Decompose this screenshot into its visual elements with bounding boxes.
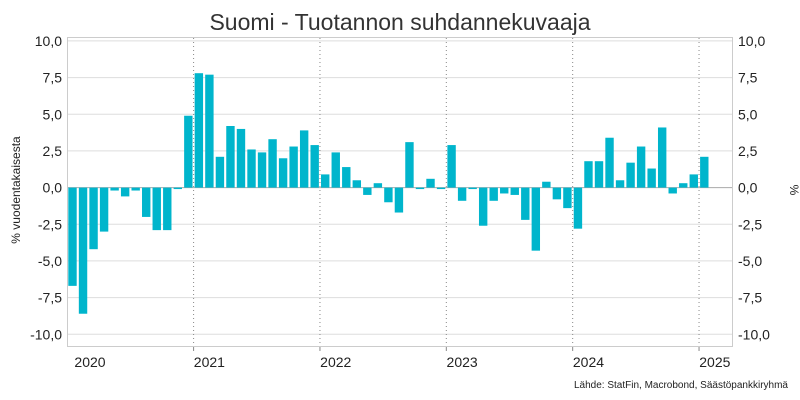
bar [542, 181, 551, 188]
bar [405, 142, 414, 188]
chart-title: Suomi - Tuotannon suhdannekuvaaja [209, 9, 590, 35]
bar [310, 145, 319, 188]
bar [531, 187, 541, 251]
plot-border [67, 37, 733, 347]
bar [384, 187, 393, 203]
bar [426, 178, 435, 188]
bar [636, 146, 646, 188]
bar [257, 152, 267, 188]
bar [226, 126, 235, 188]
bar [679, 183, 688, 188]
bar [605, 137, 614, 188]
bar [120, 187, 130, 197]
y-tick-label-right: -5,0 [738, 253, 762, 269]
bar [647, 168, 656, 188]
bar [152, 187, 161, 231]
bar [342, 167, 351, 188]
bar [489, 187, 498, 201]
bar [584, 161, 593, 188]
year-separators [193, 38, 700, 351]
y-tick-label-right: 10,0 [738, 33, 765, 49]
bar [573, 187, 583, 229]
x-tick-label: 2022 [320, 354, 351, 370]
y-tick-label-right: 2,5 [738, 143, 758, 159]
bar [89, 187, 98, 250]
bar [173, 187, 182, 190]
y-ticks-left: 10,0 7,5 5,0 2,5 0,0 -2,5 -5,0 -7,5 -10,0 [30, 33, 62, 342]
y-tick-label-right: -2,5 [738, 216, 762, 232]
bar [68, 187, 77, 286]
x-tick-label: 2024 [573, 354, 604, 370]
bar [436, 187, 446, 190]
bar [510, 187, 519, 195]
y-ticks-right: 10,0 7,5 5,0 2,5 0,0 -2,5 -5,0 -7,5 -10,0 [738, 33, 770, 342]
bar [468, 187, 477, 190]
bar [447, 145, 456, 188]
bars [68, 73, 709, 314]
y-tick-label-right: -10,0 [738, 326, 770, 342]
bar [394, 187, 404, 213]
bar [657, 127, 667, 188]
bar [142, 187, 151, 217]
y-tick-label-left: 10,0 [35, 33, 62, 49]
bar [163, 187, 172, 231]
bar [78, 187, 88, 314]
bar [110, 187, 119, 191]
y-tick-label-left: 7,5 [43, 70, 63, 86]
y-tick-label-left: 2,5 [43, 143, 63, 159]
y-tick-label-left: 5,0 [43, 106, 63, 122]
y-tick-label-left: -10,0 [30, 326, 62, 342]
bar [184, 115, 193, 188]
y-tick-label-left: -5,0 [38, 253, 62, 269]
bar [689, 174, 698, 188]
bar [626, 162, 635, 188]
bar [500, 187, 509, 194]
bar [99, 187, 109, 232]
bar [131, 187, 140, 191]
x-ticks: 2020 2021 2022 2023 2024 2025 [74, 354, 730, 370]
bar [700, 156, 709, 188]
bar [352, 180, 362, 188]
bar [205, 74, 214, 188]
bar [594, 161, 604, 188]
bar [363, 187, 372, 195]
bar [478, 187, 488, 226]
bar [563, 187, 572, 209]
bar [373, 183, 383, 188]
x-tick-label: 2023 [447, 354, 478, 370]
y-tick-label-right: 0,0 [738, 180, 758, 196]
y-tick-label-left: -7,5 [38, 290, 62, 306]
bar [457, 187, 467, 201]
bar [321, 174, 330, 188]
bar [299, 130, 309, 188]
bar [521, 187, 530, 220]
x-tick-label: 2025 [699, 354, 730, 370]
y-tick-label-left: 0,0 [43, 180, 63, 196]
y-tick-label-right: 5,0 [738, 106, 758, 122]
y-tick-label-right: -7,5 [738, 290, 762, 306]
x-tick-label: 2020 [74, 354, 105, 370]
bar [415, 187, 425, 190]
bar [194, 73, 204, 188]
bar [331, 152, 340, 188]
bar [268, 139, 277, 188]
bar [615, 180, 625, 188]
y-tick-label-left: -2,5 [38, 216, 62, 232]
bar [236, 128, 246, 188]
bar [247, 149, 256, 188]
bar [668, 187, 677, 194]
bar [278, 158, 288, 188]
bar [215, 156, 225, 188]
x-tick-label: 2021 [194, 354, 225, 370]
y-axis-label-right: % [787, 185, 800, 196]
source-note: Lähde: StatFin, Macrobond, Säästöpankkir… [574, 380, 788, 391]
y-axis-label-left: % vuodentakaisesta [9, 136, 23, 244]
bar [552, 187, 562, 200]
y-tick-label-right: 7,5 [738, 70, 758, 86]
bar [289, 146, 298, 188]
